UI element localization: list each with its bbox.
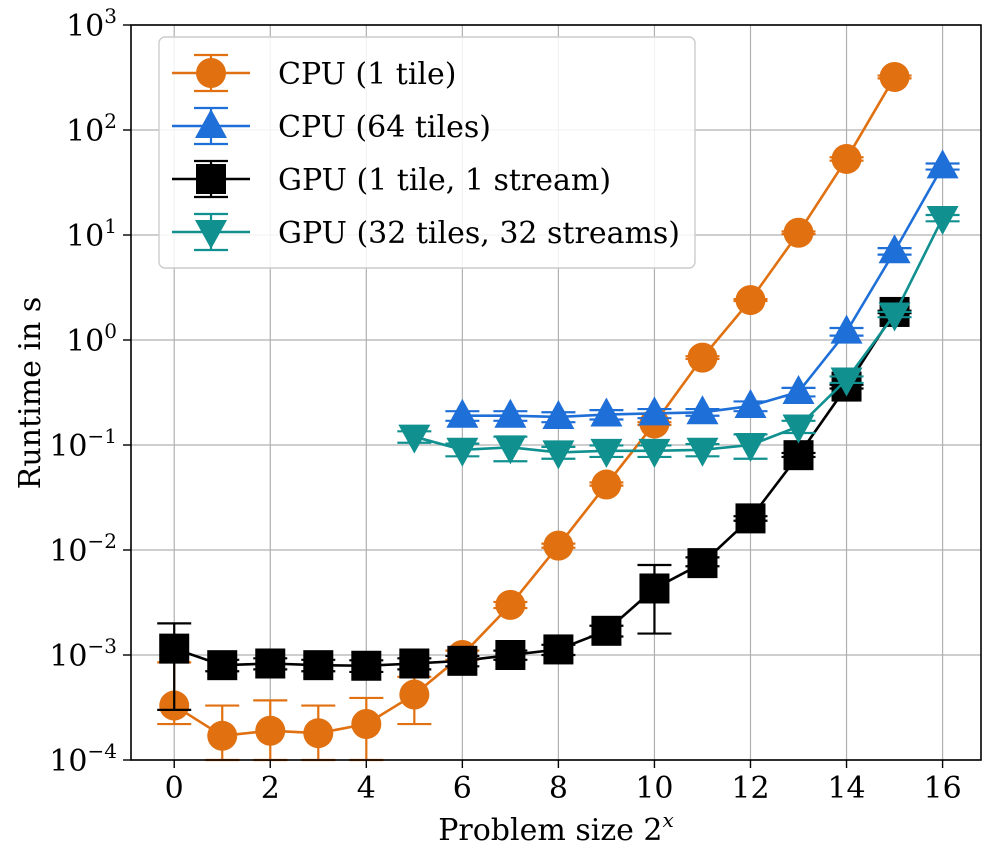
x-tick-label: 8 (549, 771, 568, 806)
y-tick-label: 10−4 (49, 739, 117, 779)
series-2 (445, 149, 960, 429)
y-tick-label: 101 (66, 214, 117, 254)
series-3 (157, 296, 912, 712)
y-tick-label: 103 (66, 4, 117, 44)
data-point (687, 342, 718, 373)
data-point (590, 397, 623, 427)
data-point (735, 503, 766, 534)
data-point (255, 715, 286, 746)
data-point (542, 440, 575, 470)
data-point (543, 530, 574, 561)
data-point (159, 633, 190, 664)
data-point (734, 389, 767, 419)
data-point (494, 435, 527, 465)
data-point (830, 314, 863, 344)
series-layer (157, 61, 960, 762)
series-line (173, 311, 896, 668)
data-point (446, 437, 479, 467)
data-point (399, 679, 430, 710)
y-tick-label: 102 (66, 109, 117, 149)
x-axis-label-exponent: x (663, 808, 674, 832)
plot-frame (130, 24, 982, 761)
data-point (639, 573, 670, 604)
data-point (783, 440, 814, 471)
legend-label: GPU (32 tiles, 32 streams) (278, 216, 680, 251)
data-point (351, 650, 382, 681)
data-point (783, 217, 814, 248)
data-point (543, 634, 574, 665)
data-point (782, 414, 815, 444)
data-point (303, 650, 334, 681)
x-tick-label: 6 (453, 771, 472, 806)
legend-marker (196, 58, 226, 88)
data-point (399, 648, 430, 679)
data-point (735, 285, 766, 316)
data-point (926, 149, 959, 179)
legend-entry-4: GPU (32 tiles, 32 streams) (172, 212, 680, 252)
data-point (590, 438, 623, 468)
data-point (207, 650, 238, 681)
legend: CPU (1 tile) CPU (64 tiles) GPU (1 tile, 1… (158, 36, 696, 269)
data-point (687, 548, 718, 579)
legend-marker (196, 164, 226, 194)
data-point (255, 648, 286, 679)
data-point (446, 398, 479, 428)
ticks: 0 2 4 6 8 10 12 14 16 10−4 10−3 10−2 10−1 100 101 102 10… (49, 4, 961, 806)
x-tick-label: 4 (357, 771, 376, 806)
x-tick-label: 12 (731, 771, 769, 806)
data-point (686, 437, 719, 467)
x-tick-label: 2 (261, 771, 280, 806)
data-point (686, 395, 719, 425)
data-point (591, 469, 622, 500)
y-tick-label: 10−2 (49, 529, 117, 569)
data-point (542, 399, 575, 429)
data-point (878, 302, 911, 332)
series-4 (397, 206, 960, 470)
legend-marker (195, 220, 227, 249)
x-tick-label: 0 (165, 771, 184, 806)
data-point (830, 367, 863, 397)
data-point (878, 234, 911, 264)
x-tick-label: 16 (923, 771, 961, 806)
data-point (447, 645, 478, 676)
legend-entry-3: GPU (1 tile, 1 stream) (172, 159, 611, 199)
data-point (879, 61, 910, 92)
data-point (351, 709, 382, 740)
y-axis-label: Runtime in s (13, 297, 48, 489)
data-point (638, 396, 671, 426)
data-point (638, 438, 671, 468)
legend-label: GPU (1 tile, 1 stream) (278, 163, 611, 198)
data-point (495, 640, 526, 670)
legend-entry-2: CPU (64 tiles) (172, 106, 491, 146)
legend-label: CPU (1 tile) (278, 57, 456, 92)
data-point (303, 718, 334, 749)
y-tick-label: 10−3 (49, 634, 117, 674)
data-point (591, 615, 622, 646)
legend-box (158, 36, 696, 269)
legend-label: CPU (64 tiles) (278, 110, 491, 145)
data-point (398, 424, 431, 454)
x-tick-label: 14 (827, 771, 865, 806)
data-point (495, 589, 526, 620)
data-point (734, 433, 767, 462)
x-tick-label: 10 (635, 771, 673, 806)
data-point (494, 398, 527, 428)
y-tick-label: 100 (66, 319, 117, 359)
series-line (173, 76, 896, 738)
legend-marker (195, 109, 227, 138)
data-point (926, 206, 959, 236)
legend-entry-1: CPU (1 tile) (172, 53, 456, 93)
data-point (207, 720, 238, 751)
data-point (831, 143, 862, 174)
data-point (782, 374, 815, 404)
y-tick-label: 10−1 (49, 424, 117, 464)
x-axis-label: Problem size 2x (438, 808, 674, 848)
